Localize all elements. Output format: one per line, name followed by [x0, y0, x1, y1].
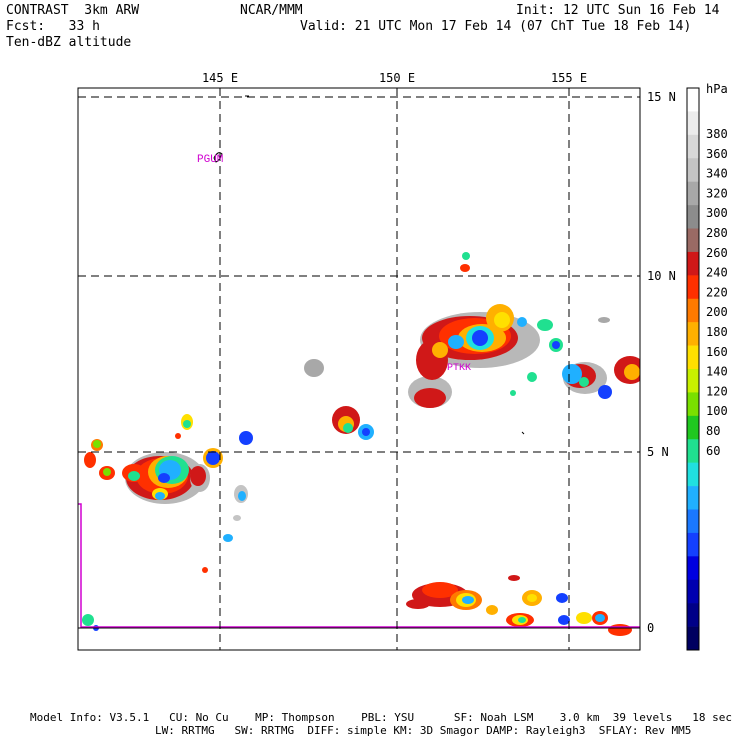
colorbar-swatch: [687, 603, 699, 627]
colorbar-label: 180: [706, 325, 728, 339]
model-info-line2: LW: RRTMG SW: RRTMG DIFF: simple KM: 3D …: [155, 724, 692, 737]
colorbar-swatch: [687, 181, 699, 206]
colorbar-label: 160: [706, 345, 728, 359]
model-info-line1: Model Info: V3.5.1 CU: No Cu MP: Thompso…: [30, 711, 732, 724]
colorbar-swatch: [687, 134, 699, 159]
colorbar-label: 60: [706, 444, 720, 458]
colorbar-label: 140: [706, 365, 728, 379]
colorbar-label: 100: [706, 404, 728, 418]
colorbar: 380 360 340 320 300 280 260 240 220 200 180 160 140 1…: [686, 87, 728, 651]
station-pgum: PGUM: [197, 154, 223, 166]
lon-label-155: 155 E: [551, 71, 587, 85]
colorbar-swatch: [687, 298, 699, 323]
colorbar-label: 300: [706, 206, 728, 220]
colorbar-swatch: [687, 509, 699, 534]
colorbar-unit: hPa: [706, 82, 728, 96]
colorbar-label: 360: [706, 147, 728, 161]
colorbar-label: 240: [706, 266, 728, 280]
title-model: CONTRAST 3km ARW: [6, 3, 140, 18]
lon-label-150: 150 E: [379, 71, 415, 85]
colorbar-swatch: [687, 88, 699, 112]
colorbar-swatch: [687, 415, 699, 440]
colorbar-label: 80: [706, 424, 720, 438]
colorbar-swatch: [687, 369, 699, 393]
island-coastline: [521, 431, 525, 435]
valid-time: Valid: 21 UTC Mon 17 Feb 14 (07 ChT Tue …: [300, 19, 692, 34]
lon-label-145: 145 E: [202, 71, 238, 85]
colorbar-swatch: [687, 532, 699, 557]
station-ptkk: PTKK: [447, 363, 471, 374]
init-time: Init: 12 UTC Sun 16 Feb 14: [516, 3, 720, 18]
colorbar-swatch: [687, 111, 699, 136]
colorbar-label: 260: [706, 246, 728, 260]
colorbar-frame: [686, 87, 700, 651]
map-frame: [77, 87, 641, 651]
map-background: [78, 88, 640, 650]
domain-boundary: [78, 503, 640, 628]
guam-coastline: [213, 152, 223, 163]
reflectivity-layer: [78, 95, 640, 636]
storm-cluster-east: [408, 252, 640, 408]
storm-cluster-central: [304, 359, 374, 440]
colorbar-swatch: [687, 439, 699, 463]
colorbar-swatch: [687, 205, 699, 229]
lat-label-0: 0: [647, 621, 654, 635]
colorbar-label: 280: [706, 226, 728, 240]
lat-label-5: 5 N: [647, 445, 669, 459]
colorbar-swatch: [687, 275, 699, 300]
colorbar-swatch: [687, 345, 699, 370]
forecast-hour: Fcst: 33 h: [6, 19, 100, 34]
colorbar-swatch: [687, 556, 699, 581]
colorbar-swatch: [687, 462, 699, 487]
storm-cluster-west: [82, 414, 253, 631]
colorbar-label: 120: [706, 384, 728, 398]
colorbar-swatch: [687, 392, 699, 417]
colorbar-label: 380: [706, 127, 728, 141]
colorbar-swatch: [687, 158, 699, 182]
field-name: Ten-dBZ altitude: [6, 35, 132, 50]
colorbar-swatch: [687, 251, 699, 276]
colorbar-swatch: [687, 579, 699, 604]
lat-label-15: 15 N: [647, 90, 676, 104]
colorbar-label: 220: [706, 285, 728, 299]
colorbar-label: 340: [706, 167, 728, 181]
lat-label-10: 10 N: [647, 269, 676, 283]
title-org: NCAR/MMM: [240, 3, 303, 18]
colorbar-swatch: [687, 322, 699, 346]
colorbar-swatch: [687, 486, 699, 510]
colorbar-label: 200: [706, 305, 728, 319]
colorbar-label: 320: [706, 186, 728, 200]
colorbar-swatch: [687, 626, 699, 651]
colorbar-swatch: [687, 228, 699, 253]
